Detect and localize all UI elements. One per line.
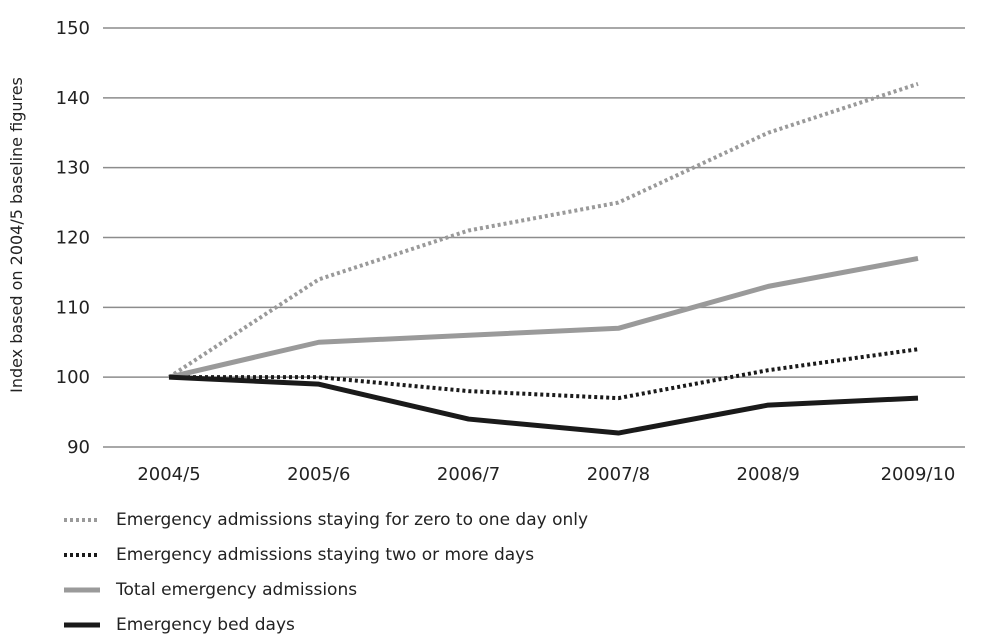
legend-label: Emergency bed days <box>116 614 295 635</box>
y-tick-label: 110 <box>56 297 90 318</box>
y-tick-label: 130 <box>56 158 90 179</box>
y-tick-labels: 90 100 110 120 130 140 150 <box>56 18 90 458</box>
legend-label: Emergency admissions staying for zero to… <box>116 509 589 530</box>
legend-item-bed-days: Emergency bed days <box>62 607 588 642</box>
legend-swatch-dotted-black <box>64 552 100 557</box>
gridlines <box>103 27 965 448</box>
y-tick-label: 90 <box>67 437 90 458</box>
y-tick-label: 150 <box>56 18 90 39</box>
x-tick-label: 2004/5 <box>137 464 200 485</box>
y-axis-label: Index based on 2004/5 baseline figures <box>7 77 26 393</box>
x-tick-label: 2007/8 <box>587 464 650 485</box>
y-tick-label: 120 <box>56 228 90 249</box>
legend: Emergency admissions staying for zero to… <box>62 502 588 642</box>
legend-swatch-solid-black <box>64 622 100 627</box>
legend-item-zero-to-one-day: Emergency admissions staying for zero to… <box>62 502 588 537</box>
legend-swatch-dotted-grey <box>64 517 100 522</box>
legend-swatch-solid-grey <box>64 587 100 592</box>
legend-item-total-admissions: Total emergency admissions <box>62 572 588 607</box>
legend-label: Total emergency admissions <box>116 579 358 600</box>
y-tick-label: 100 <box>56 367 90 388</box>
legend-label: Emergency admissions staying two or more… <box>116 544 535 565</box>
series-line-2 <box>168 255 919 380</box>
series-lines <box>167 81 919 436</box>
x-tick-label: 2008/9 <box>737 464 800 485</box>
legend-item-two-or-more-days: Emergency admissions staying two or more… <box>62 537 588 572</box>
x-tick-label: 2009/10 <box>881 464 956 485</box>
y-tick-label: 140 <box>56 88 90 109</box>
x-tick-label: 2005/6 <box>287 464 350 485</box>
series-line-0 <box>167 81 919 379</box>
series-line-3 <box>168 374 919 436</box>
x-tick-labels: 2004/5 2005/6 2006/7 2007/8 2008/9 2009/10 <box>137 464 955 485</box>
x-tick-label: 2006/7 <box>437 464 500 485</box>
series-line-1 <box>169 347 919 401</box>
